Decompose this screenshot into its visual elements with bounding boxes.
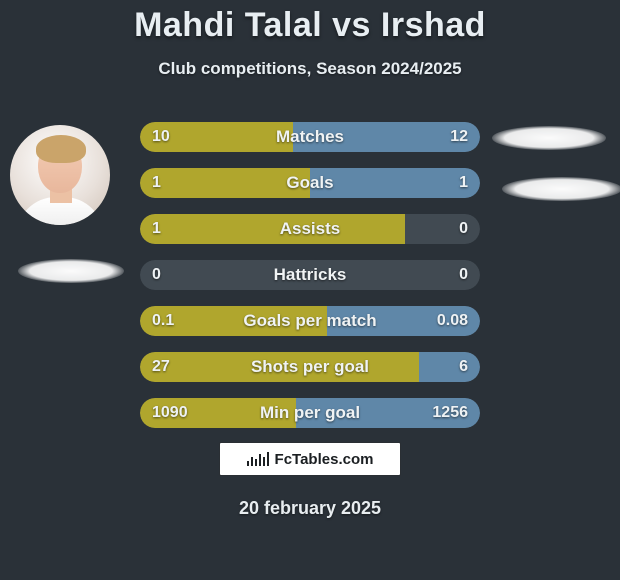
stat-bar-left [140,214,405,244]
stat-value-right: 12 [450,122,468,152]
stat-row: 0.10.08Goals per match [140,306,480,336]
brand-badge[interactable]: FcTables.com [219,442,401,476]
date-label: 20 february 2025 [0,498,620,519]
stat-bar-left [140,168,310,198]
stat-bar-left [140,352,419,382]
stat-value-left: 27 [152,352,170,382]
stats-container: 1012Matches11Goals10Assists00Hattricks0.… [140,122,480,444]
stat-row: 1012Matches [140,122,480,152]
stat-value-right: 1256 [432,398,468,428]
brand-text: FcTables.com [275,451,374,468]
stat-value-left: 1 [152,214,161,244]
stat-value-right: 1 [459,168,468,198]
stat-value-left: 10 [152,122,170,152]
stat-row: 11Goals [140,168,480,198]
player-right-glow-1 [492,126,606,150]
subtitle: Club competitions, Season 2024/2025 [0,59,620,79]
stat-value-right: 6 [459,352,468,382]
stat-value-right: 0.08 [437,306,468,336]
player-right-glow-2 [502,177,620,201]
stat-row: 00Hattricks [140,260,480,290]
player-left-avatar [10,125,110,225]
stat-bar-right [310,168,480,198]
stat-row: 276Shots per goal [140,352,480,382]
stat-value-left: 0 [152,260,161,290]
stat-value-right: 0 [459,214,468,244]
stat-row: 10Assists [140,214,480,244]
stat-value-left: 1 [152,168,161,198]
player-left-shadow [18,259,124,283]
stat-value-left: 1090 [152,398,188,428]
comparison-card: Mahdi Talal vs Irshad Club competitions,… [0,0,620,580]
stat-bar-right [419,352,480,382]
stat-row: 10901256Min per goal [140,398,480,428]
stat-value-right: 0 [459,260,468,290]
brand-logo-icon [247,452,269,466]
page-title: Mahdi Talal vs Irshad [0,6,620,45]
stat-value-left: 0.1 [152,306,174,336]
